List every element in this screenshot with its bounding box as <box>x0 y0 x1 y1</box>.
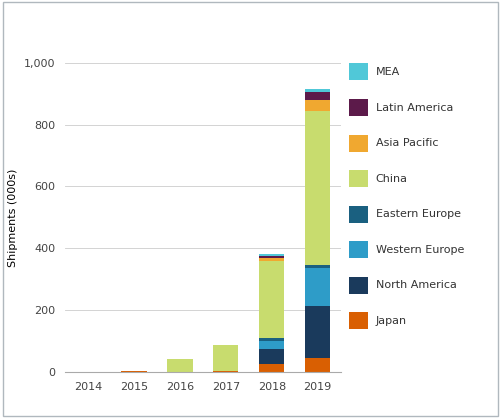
Text: Western Europe: Western Europe <box>376 245 464 255</box>
Text: North America: North America <box>376 280 456 291</box>
Bar <box>305 100 330 111</box>
Bar <box>305 92 330 100</box>
Bar <box>349 170 368 187</box>
Text: MEA: MEA <box>376 67 400 77</box>
Bar <box>167 359 192 372</box>
Bar <box>259 338 285 341</box>
Bar <box>305 111 330 265</box>
Bar <box>121 371 147 372</box>
Bar <box>349 206 368 223</box>
Text: Japan: Japan <box>376 316 407 326</box>
Text: Eastern Europe: Eastern Europe <box>376 209 461 219</box>
Bar <box>349 277 368 294</box>
Bar <box>259 349 285 364</box>
Text: Latin America: Latin America <box>376 102 453 112</box>
Bar <box>349 313 368 329</box>
Text: China: China <box>376 174 408 184</box>
Bar <box>305 268 330 306</box>
Text: © 2015 IHS: © 2015 IHS <box>361 401 418 411</box>
Bar <box>259 256 285 257</box>
Bar <box>349 64 368 81</box>
Bar <box>305 89 330 92</box>
Bar <box>259 255 285 256</box>
Bar <box>259 341 285 349</box>
Text: Asia Pacific: Asia Pacific <box>376 138 438 148</box>
Bar <box>213 345 238 372</box>
Bar <box>259 257 285 261</box>
Bar <box>259 364 285 372</box>
Bar <box>349 241 368 258</box>
Text: 8K TV shipment forecast by region: 8K TV shipment forecast by region <box>12 22 276 37</box>
Bar <box>305 358 330 372</box>
Bar <box>305 306 330 358</box>
Bar <box>349 99 368 116</box>
Bar <box>259 261 285 338</box>
Bar <box>349 135 368 152</box>
Bar <box>305 265 330 268</box>
Y-axis label: Shipments (000s): Shipments (000s) <box>9 168 19 267</box>
Text: Source: IHS: Source: IHS <box>9 401 66 411</box>
